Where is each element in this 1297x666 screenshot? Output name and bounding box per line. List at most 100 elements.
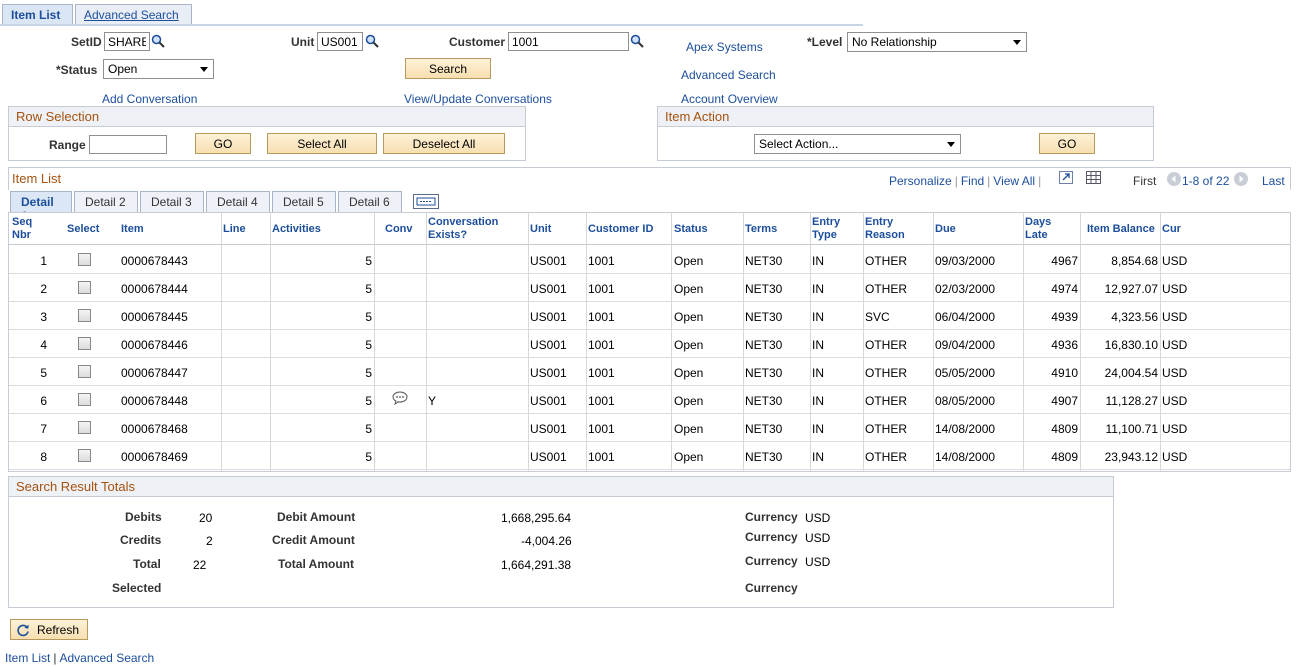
tab-detail-4[interactable]: Detail 4 [206,191,270,212]
entry-type-cell: IN [812,394,824,408]
account-overview-link[interactable]: Account Overview [681,92,778,106]
footer-item-list-link[interactable]: Item List [5,651,51,665]
tab-detail-3[interactable]: Detail 3 [140,191,204,212]
tab-detail-6[interactable]: Detail 6 [338,191,402,212]
download-grid-icon[interactable] [1086,171,1101,184]
col-entry-reason[interactable]: Entry Reason [865,216,905,241]
row-select-checkbox[interactable] [78,281,91,294]
activities-cell: 5 [365,338,372,352]
item-balance-cell: 4,323.56 [1111,310,1158,324]
setid-lookup-icon[interactable] [151,34,165,48]
row-select-checkbox[interactable] [78,337,91,350]
col-conversation-exists[interactable]: Conversation Exists? [428,216,499,241]
column-divider [528,213,529,471]
col-seq-nbr[interactable]: Seq Nbr [12,216,33,241]
level-select[interactable]: No Relationship [847,32,1027,52]
add-conversation-link[interactable]: Add Conversation [102,92,198,106]
item-link[interactable]: 0000678444 [121,282,188,296]
first-label: First [1133,174,1157,188]
item-link[interactable]: 0000678468 [121,422,188,436]
col-unit[interactable]: Unit [530,223,552,235]
table-row [9,386,1290,414]
unit-cell: US001 [530,282,567,296]
tab-detail-5[interactable]: Detail 5 [272,191,336,212]
view-all-link[interactable]: View All [993,174,1036,188]
status-cell: Open [674,254,704,268]
tab-advanced-search[interactable]: Advanced Search [75,4,192,26]
col-activities[interactable]: Activities [272,223,321,235]
credit-amount-label: Credit Amount [272,533,355,547]
customer-label: Customer [449,35,506,49]
col-customer-id[interactable]: Customer ID [588,223,654,235]
days-late-cell: 4967 [1051,254,1078,268]
unit-input[interactable] [317,32,363,51]
row-select-checkbox[interactable] [78,365,91,378]
view-update-conversations-link[interactable]: View/Update Conversations [404,92,552,106]
col-entry-type[interactable]: Entry Type [812,216,841,241]
entry-reason-cell: SVC [865,310,890,324]
personalize-link[interactable]: Personalize [889,174,952,188]
find-link[interactable]: Find [960,174,985,188]
tab-divider [0,24,863,26]
search-button[interactable]: Search [405,58,491,79]
last-page-link[interactable]: Last [1262,174,1285,188]
item-link[interactable]: 0000678448 [121,394,188,408]
terms-cell: NET30 [745,282,783,296]
item-link[interactable]: 0000678443 [121,254,188,268]
customer-id-cell: 1001 [588,394,615,408]
column-divider [863,213,864,471]
tab-item-list[interactable]: Item List [2,4,73,26]
new-window-icon[interactable] [1059,171,1073,184]
next-page-icon[interactable] [1234,172,1248,186]
col-item-balance[interactable]: Item Balance [1087,223,1155,235]
select-all-button[interactable]: Select All [267,133,377,154]
footer-advanced-search-link[interactable]: Advanced Search [59,651,155,665]
row-select-checkbox[interactable] [78,449,91,462]
entry-type-cell: IN [812,422,824,436]
customer-id-cell: 1001 [588,422,615,436]
row-selection-go-button[interactable]: GO [195,133,251,154]
advanced-search-link[interactable]: Advanced Search [681,68,776,82]
column-divider [743,213,744,471]
customer-input[interactable] [508,32,629,51]
seq-nbr-cell: 6 [40,394,47,408]
range-input[interactable] [89,135,167,154]
entry-reason-cell: OTHER [865,366,907,380]
cur-cell: USD [1162,422,1188,436]
col-days-late[interactable]: Days Late [1025,216,1052,241]
item-link[interactable]: 0000678446 [121,338,188,352]
row-select-checkbox[interactable] [78,309,91,322]
status-select[interactable]: Open [103,59,214,79]
setid-label: SetID [71,35,102,49]
setid-input[interactable] [104,32,150,51]
terms-cell: NET30 [745,310,783,324]
item-action-select[interactable]: Select Action... [754,134,961,154]
status-cell: Open [674,394,704,408]
row-select-checkbox[interactable] [78,393,91,406]
item-link[interactable]: 0000678445 [121,310,188,324]
customer-name-link[interactable]: Apex Systems [686,40,763,54]
tab-detail-2[interactable]: Detail 2 [74,191,138,212]
previous-page-icon[interactable] [1167,172,1181,186]
item-link[interactable]: 0000678447 [121,366,188,380]
conversation-icon[interactable] [392,391,408,406]
show-all-columns-icon[interactable] [413,194,439,209]
item-link[interactable]: 0000678469 [121,450,188,464]
item-balance-cell: 24,004.54 [1104,366,1158,380]
activities-cell: 5 [365,394,372,408]
col-terms[interactable]: Terms [745,223,778,235]
tab-detail-1[interactable]: Detail 1 [10,191,72,223]
deselect-all-button[interactable]: Deselect All [383,133,505,154]
col-line[interactable]: Line [223,223,246,235]
row-select-checkbox[interactable] [78,253,91,266]
refresh-button[interactable]: Refresh [10,619,88,640]
col-status[interactable]: Status [674,223,708,235]
row-select-checkbox[interactable] [78,421,91,434]
col-item[interactable]: Item [121,223,144,235]
col-due[interactable]: Due [935,223,956,235]
customer-lookup-icon[interactable] [630,34,644,48]
unit-lookup-icon[interactable] [365,34,379,48]
item-action-go-button[interactable]: GO [1039,133,1095,154]
column-divider [426,213,427,471]
col-cur[interactable]: Cur [1162,223,1181,235]
